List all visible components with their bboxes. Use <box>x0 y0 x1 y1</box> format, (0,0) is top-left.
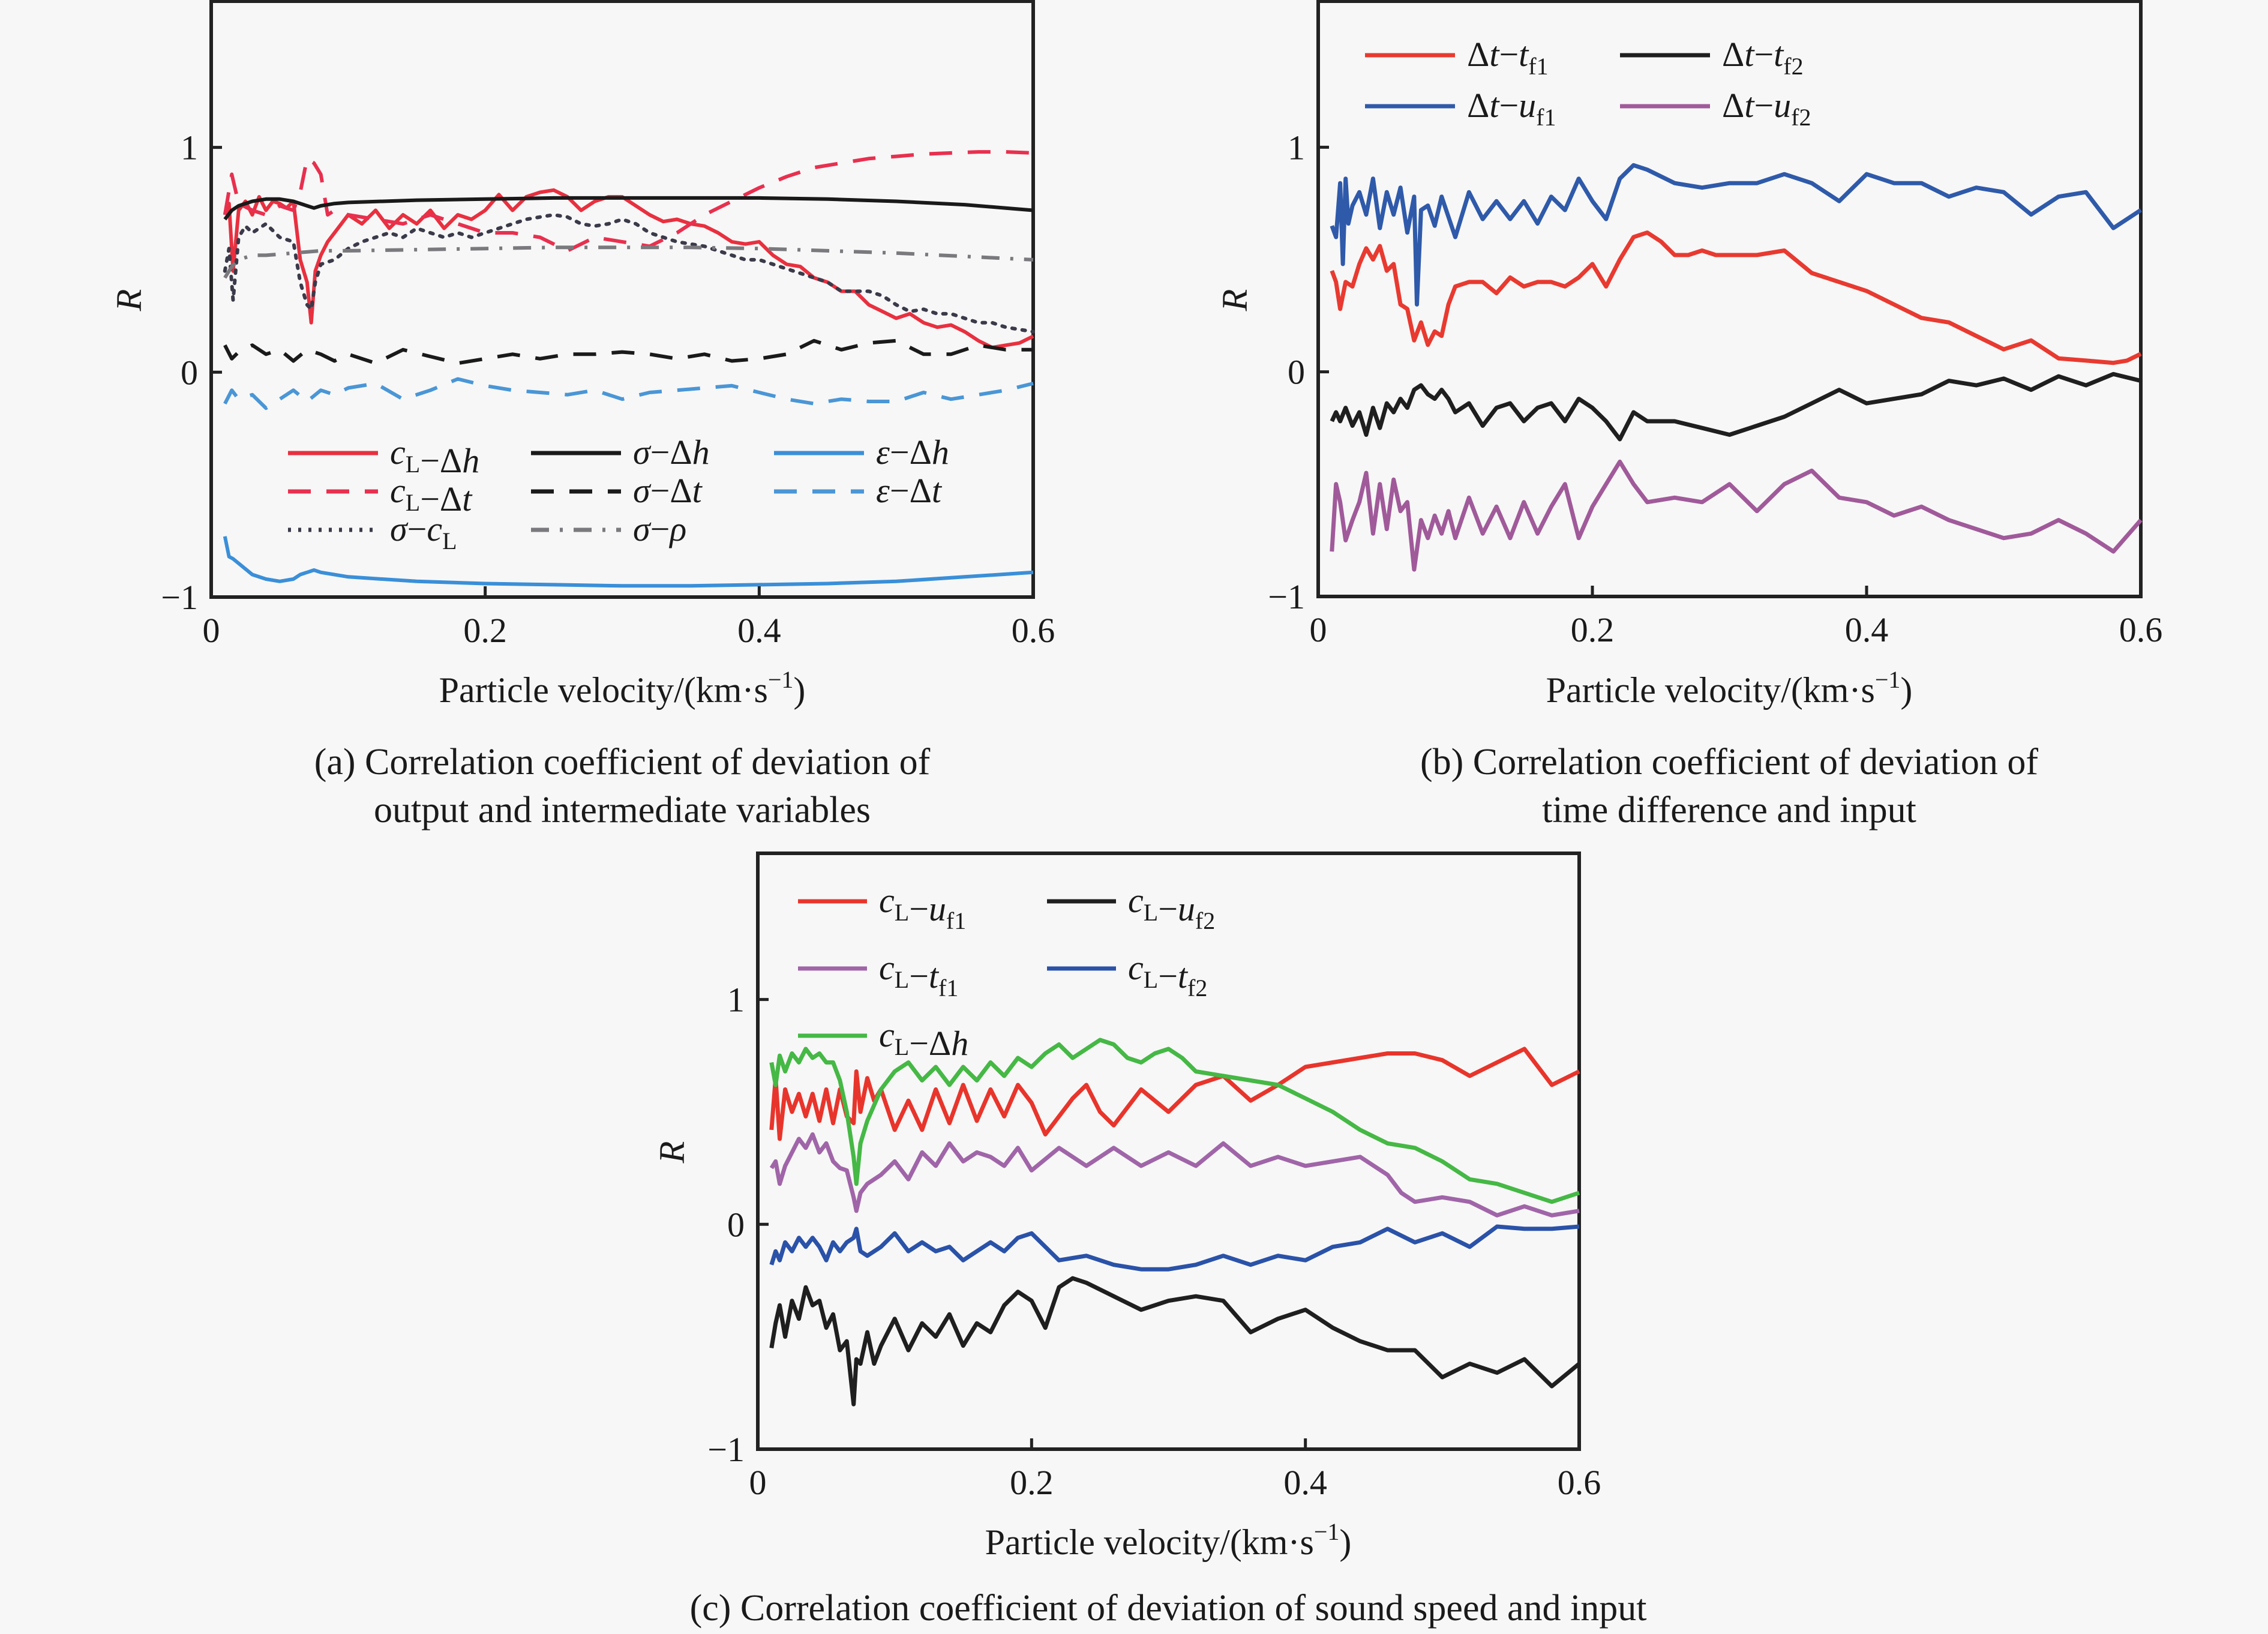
series-group-b <box>1330 163 2143 572</box>
y-tick-label-b-0: −1 <box>1268 577 1305 616</box>
series-line-b-2 <box>1330 371 2141 442</box>
legend-item: σ−cL <box>288 509 457 554</box>
ticks-b: 0 0.2 0.4 0.6−101 <box>1268 128 2162 649</box>
x-tick-label-c-1: 0.2 <box>1010 1463 1054 1502</box>
y-tick-label-a-2: 1 <box>181 128 198 167</box>
legend-item: Δt−tf2 <box>1620 35 1804 80</box>
legend-item: cL−uf1 <box>798 881 966 934</box>
x-tick-label-b-3: 0.6 <box>2119 610 2163 649</box>
series-line-c-4 <box>769 1224 1580 1272</box>
plot-frame-a <box>209 0 1035 599</box>
legend-label: Δt−tf1 <box>1467 35 1549 80</box>
x-tick-label-c-2: 0.4 <box>1283 1463 1327 1502</box>
legend-item: σ−ρ <box>531 509 686 548</box>
legend-item: Δt−tf1 <box>1365 35 1549 80</box>
panel-b: 0 0.2 0.4 0.6−101 Δt−tf1Δt−uf1Δt−tf2Δt−uf2 … <box>1215 0 2162 831</box>
series-group-a <box>223 150 1035 588</box>
series-line-a-7 <box>223 377 1034 410</box>
legend-label: cL−tf1 <box>879 948 958 1002</box>
legend-item: σ−Δh <box>531 433 710 472</box>
legend-label: ε−Δt <box>876 471 943 510</box>
legend-item: cL−Δh <box>798 1015 968 1063</box>
x-tick-label-a-2: 0.4 <box>737 611 781 650</box>
legend-label: cL−tf2 <box>1128 948 1207 1002</box>
caption-a-line1: (a) Correlation coefficient of deviation… <box>314 742 931 782</box>
legend-item: ε−Δh <box>774 433 949 472</box>
ticks-c: 0 0.2 0.4 0.6−101 <box>707 981 1601 1502</box>
legend-label: cL−Δh <box>879 1015 968 1063</box>
legend-b: Δt−tf1 Δt−uf1 Δt−tf2 Δt−uf2 <box>1365 35 1811 131</box>
legend-label: σ−cL <box>390 509 457 554</box>
legend-item: cL−tf2 <box>1047 948 1207 1002</box>
legend-item: Δt−uf1 <box>1365 86 1556 131</box>
y-tick-label-a-1: 0 <box>181 353 198 392</box>
legend-label: cL−uf1 <box>879 881 966 934</box>
legend-label: ε−Δh <box>876 433 949 472</box>
series-line-b-1 <box>1330 163 2142 307</box>
plot-frame-c <box>756 852 1581 1451</box>
y-axis-label-b: R <box>1215 289 1255 312</box>
ticks-a: 0 0.2 0.4 0.6−101 <box>161 128 1055 650</box>
plot-frame-b <box>1316 0 2143 598</box>
x-axis-label-b: Particle velocity/(km·s−1) <box>1546 666 1913 710</box>
x-tick-label-a-1: 0.2 <box>463 611 507 650</box>
x-tick-label-b-1: 0.2 <box>1571 610 1615 649</box>
y-tick-label-a-0: −1 <box>161 578 198 617</box>
series-group-c <box>769 1038 1581 1407</box>
legend-label: cL−Δh <box>390 433 479 480</box>
series-line-c-1 <box>769 1132 1580 1218</box>
legend-label: Δt−uf2 <box>1722 86 1811 131</box>
caption-b-line1: (b) Correlation coefficient of deviation… <box>1420 742 2038 782</box>
legend-label: σ−Δh <box>633 433 710 472</box>
x-tick-label-b-0: 0 <box>1310 610 1327 649</box>
series-line-a-3 <box>223 245 1034 279</box>
legend-item: cL−Δt <box>288 471 473 518</box>
series-line-a-2 <box>223 213 1035 334</box>
series-line-c-2 <box>769 1038 1580 1204</box>
legend-label: cL−Δt <box>390 471 473 518</box>
x-axis-label-c: Particle velocity/(km·s−1) <box>985 1518 1352 1562</box>
caption-c: (c) Correlation coefficient of deviation… <box>690 1588 1647 1629</box>
x-tick-label-a-0: 0 <box>203 611 220 650</box>
series-line-a-4 <box>223 196 1034 221</box>
x-tick-label-a-3: 0.6 <box>1012 611 1055 650</box>
panel-c: 0 0.2 0.4 0.6−101 cL−uf1cL−tf1cL−ΔhcL−uf2cL… <box>652 852 1647 1629</box>
x-tick-label-c-0: 0 <box>749 1463 767 1502</box>
series-line-a-6 <box>223 536 1034 588</box>
legend-label: σ−Δt <box>633 471 703 510</box>
x-axis-label-a: Particle velocity/(km·s−1) <box>439 666 806 710</box>
series-line-a-1 <box>223 150 1034 253</box>
legend-item: Δt−uf2 <box>1620 86 1811 131</box>
legend-item: cL−uf2 <box>1047 881 1215 934</box>
legend-label: cL−uf2 <box>1128 881 1215 934</box>
series-line-c-0 <box>769 1047 1580 1141</box>
y-axis-label-a: R <box>109 289 149 312</box>
y-tick-label-b-1: 0 <box>1288 353 1305 392</box>
y-tick-label-c-2: 1 <box>727 981 745 1020</box>
caption-a-line2: output and intermediate variables <box>374 790 871 831</box>
x-tick-label-c-3: 0.6 <box>1558 1463 1601 1502</box>
y-axis-label-c: R <box>652 1141 692 1164</box>
legend-label: Δt−tf2 <box>1722 35 1804 80</box>
legend-c: cL−uf1 cL−tf1 cL−Δh cL−uf2 cL−tf2 <box>798 881 1215 1063</box>
y-tick-label-c-1: 0 <box>727 1205 745 1244</box>
series-line-a-0 <box>223 188 1034 350</box>
y-tick-label-c-0: −1 <box>707 1430 745 1469</box>
y-tick-label-b-2: 1 <box>1288 128 1305 167</box>
series-line-b-0 <box>1330 230 2142 365</box>
legend-item: cL−Δh <box>288 433 479 480</box>
legend-item: σ−Δt <box>531 471 703 510</box>
legend-label: Δt−uf1 <box>1467 86 1556 131</box>
caption-b-line2: time difference and input <box>1542 790 1916 831</box>
x-tick-label-b-2: 0.4 <box>1845 610 1889 649</box>
legend-item: ε−Δt <box>774 471 943 510</box>
series-line-c-3 <box>769 1276 1581 1407</box>
legend-item: cL−tf1 <box>798 948 958 1002</box>
series-line-a-5 <box>223 338 1033 365</box>
legend-label: σ−ρ <box>633 509 686 548</box>
series-line-b-3 <box>1330 459 2143 572</box>
